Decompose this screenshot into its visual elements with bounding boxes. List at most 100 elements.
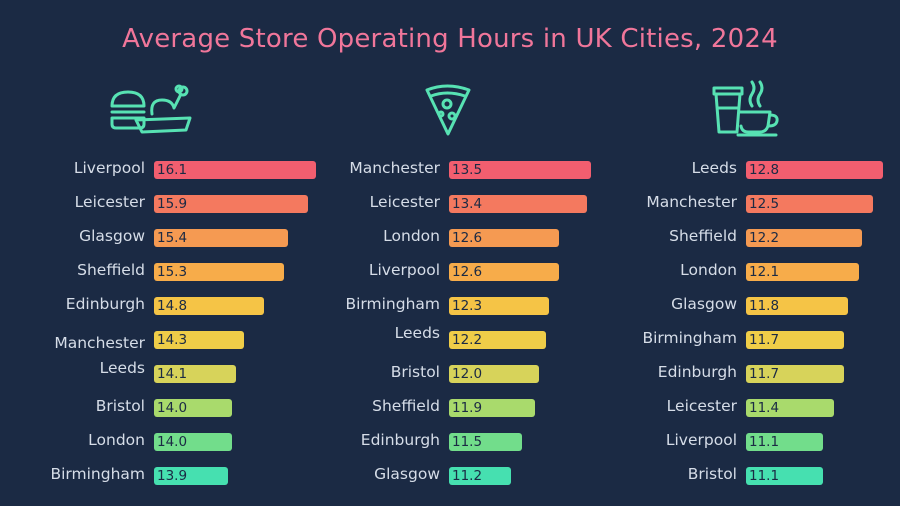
chart-row: Edinburgh 11.7	[600, 361, 900, 383]
chart-row: Sheffield 15.3	[0, 259, 300, 281]
category-label: Birmingham	[345, 295, 440, 313]
value-label: 12.5	[749, 196, 780, 212]
bar	[746, 263, 859, 281]
chart-row: Birmingham 11.7	[600, 327, 900, 349]
value-label: 14.8	[157, 298, 188, 314]
bar	[154, 161, 316, 179]
value-label: 12.1	[749, 264, 780, 280]
category-label: Sheffield	[669, 227, 737, 245]
bar	[746, 229, 863, 247]
bar	[449, 263, 560, 281]
value-label: 11.7	[749, 366, 780, 382]
value-label: 11.9	[452, 400, 483, 416]
bar	[746, 297, 848, 315]
value-label: 13.5	[452, 162, 483, 178]
category-label: London	[88, 431, 145, 449]
category-label: Birmingham	[50, 465, 145, 483]
category-label: Sheffield	[372, 397, 440, 415]
bar	[154, 297, 264, 315]
category-label: Manchester	[54, 334, 145, 352]
chart-row: Leeds 12.2	[300, 324, 600, 349]
bar	[746, 433, 824, 451]
bar	[746, 331, 845, 349]
value-label: 11.5	[452, 434, 483, 450]
chart-row: Leicester 13.4	[300, 191, 600, 213]
category-label: London	[383, 227, 440, 245]
chart-row: Manchester 12.5	[600, 191, 900, 213]
category-label: Manchester	[349, 159, 440, 177]
category-label: Liverpool	[665, 431, 737, 449]
category-label: Birmingham	[642, 329, 737, 347]
bar	[449, 161, 591, 179]
chart-row: Birmingham 12.3	[300, 293, 600, 315]
bar	[449, 195, 588, 213]
value-label: 12.3	[452, 298, 483, 314]
bar	[449, 297, 550, 315]
bar	[746, 467, 824, 485]
category-label: Bristol	[687, 465, 737, 483]
category-label: Leeds	[394, 324, 440, 342]
coffee-chart-panel: Leeds 12.8 Manchester 12.5 Sheffield 12.2 Lond…	[600, 148, 900, 488]
chart-row: Bristol 12.0	[300, 361, 600, 383]
chart-row: Glasgow 15.4	[0, 225, 300, 247]
value-label: 12.8	[749, 162, 780, 178]
bar	[154, 263, 284, 281]
category-label: Leicester	[666, 397, 737, 415]
bar	[746, 161, 884, 179]
chart-row: Liverpool 11.1	[600, 429, 900, 451]
chart-row: Liverpool 12.6	[300, 259, 600, 281]
value-label: 13.4	[452, 196, 483, 212]
pizza-chart-panel: Manchester 13.5 Leicester 13.4 London 12.6 Liv…	[300, 148, 600, 488]
chart-row: Liverpool 16.1	[0, 157, 316, 179]
bar	[154, 399, 232, 417]
chart-row: Manchester 13.5	[300, 157, 600, 179]
food-chart-panel: Liverpool 16.1 Leicester 15.9 Glasgow 15.4 She…	[0, 148, 316, 488]
value-label: 15.3	[157, 264, 188, 280]
value-label: 14.0	[157, 400, 188, 416]
category-label: Manchester	[646, 193, 737, 211]
value-label: 14.1	[157, 366, 188, 382]
bar	[449, 365, 539, 383]
chart-row: London 12.6	[300, 225, 600, 247]
value-label: 16.1	[157, 162, 188, 178]
chart-row: Glasgow 11.2	[300, 463, 600, 485]
category-label: Bristol	[95, 397, 145, 415]
category-label: Edinburgh	[65, 295, 145, 313]
value-label: 11.1	[749, 434, 780, 450]
value-label: 14.3	[157, 332, 188, 348]
value-label: 12.2	[452, 332, 483, 348]
value-label: 12.6	[452, 230, 483, 246]
chart-row: London 12.1	[600, 259, 900, 281]
value-label: 13.9	[157, 468, 188, 484]
value-label: 12.2	[749, 230, 780, 246]
value-label: 11.8	[749, 298, 780, 314]
bar	[449, 467, 512, 485]
category-label: London	[680, 261, 737, 279]
category-label: Liverpool	[73, 159, 145, 177]
chart-row: Leicester 15.9	[0, 191, 308, 213]
chart-row: Leeds 14.1	[0, 359, 300, 383]
value-label: 12.6	[452, 264, 483, 280]
category-label: Glasgow	[79, 227, 145, 245]
bar	[449, 399, 536, 417]
value-label: 12.0	[452, 366, 483, 382]
value-label: 11.1	[749, 468, 780, 484]
value-label: 11.2	[452, 468, 483, 484]
bar	[449, 331, 546, 349]
category-label: Edinburgh	[657, 363, 737, 381]
chart-row: London 14.0	[0, 429, 300, 451]
bar	[449, 433, 522, 451]
category-label: Bristol	[390, 363, 440, 381]
chart-row: Edinburgh 11.5	[300, 429, 600, 451]
value-label: 15.9	[157, 196, 188, 212]
category-label: Liverpool	[368, 261, 440, 279]
value-label: 11.7	[749, 332, 780, 348]
bar	[154, 229, 288, 247]
bar	[154, 195, 308, 213]
value-label: 15.4	[157, 230, 188, 246]
bar	[154, 467, 228, 485]
chart-row: Edinburgh 14.8	[0, 293, 300, 315]
bar	[746, 365, 845, 383]
chart-row: Bristol 14.0	[0, 395, 300, 417]
coffee-cup-icon	[712, 80, 779, 137]
